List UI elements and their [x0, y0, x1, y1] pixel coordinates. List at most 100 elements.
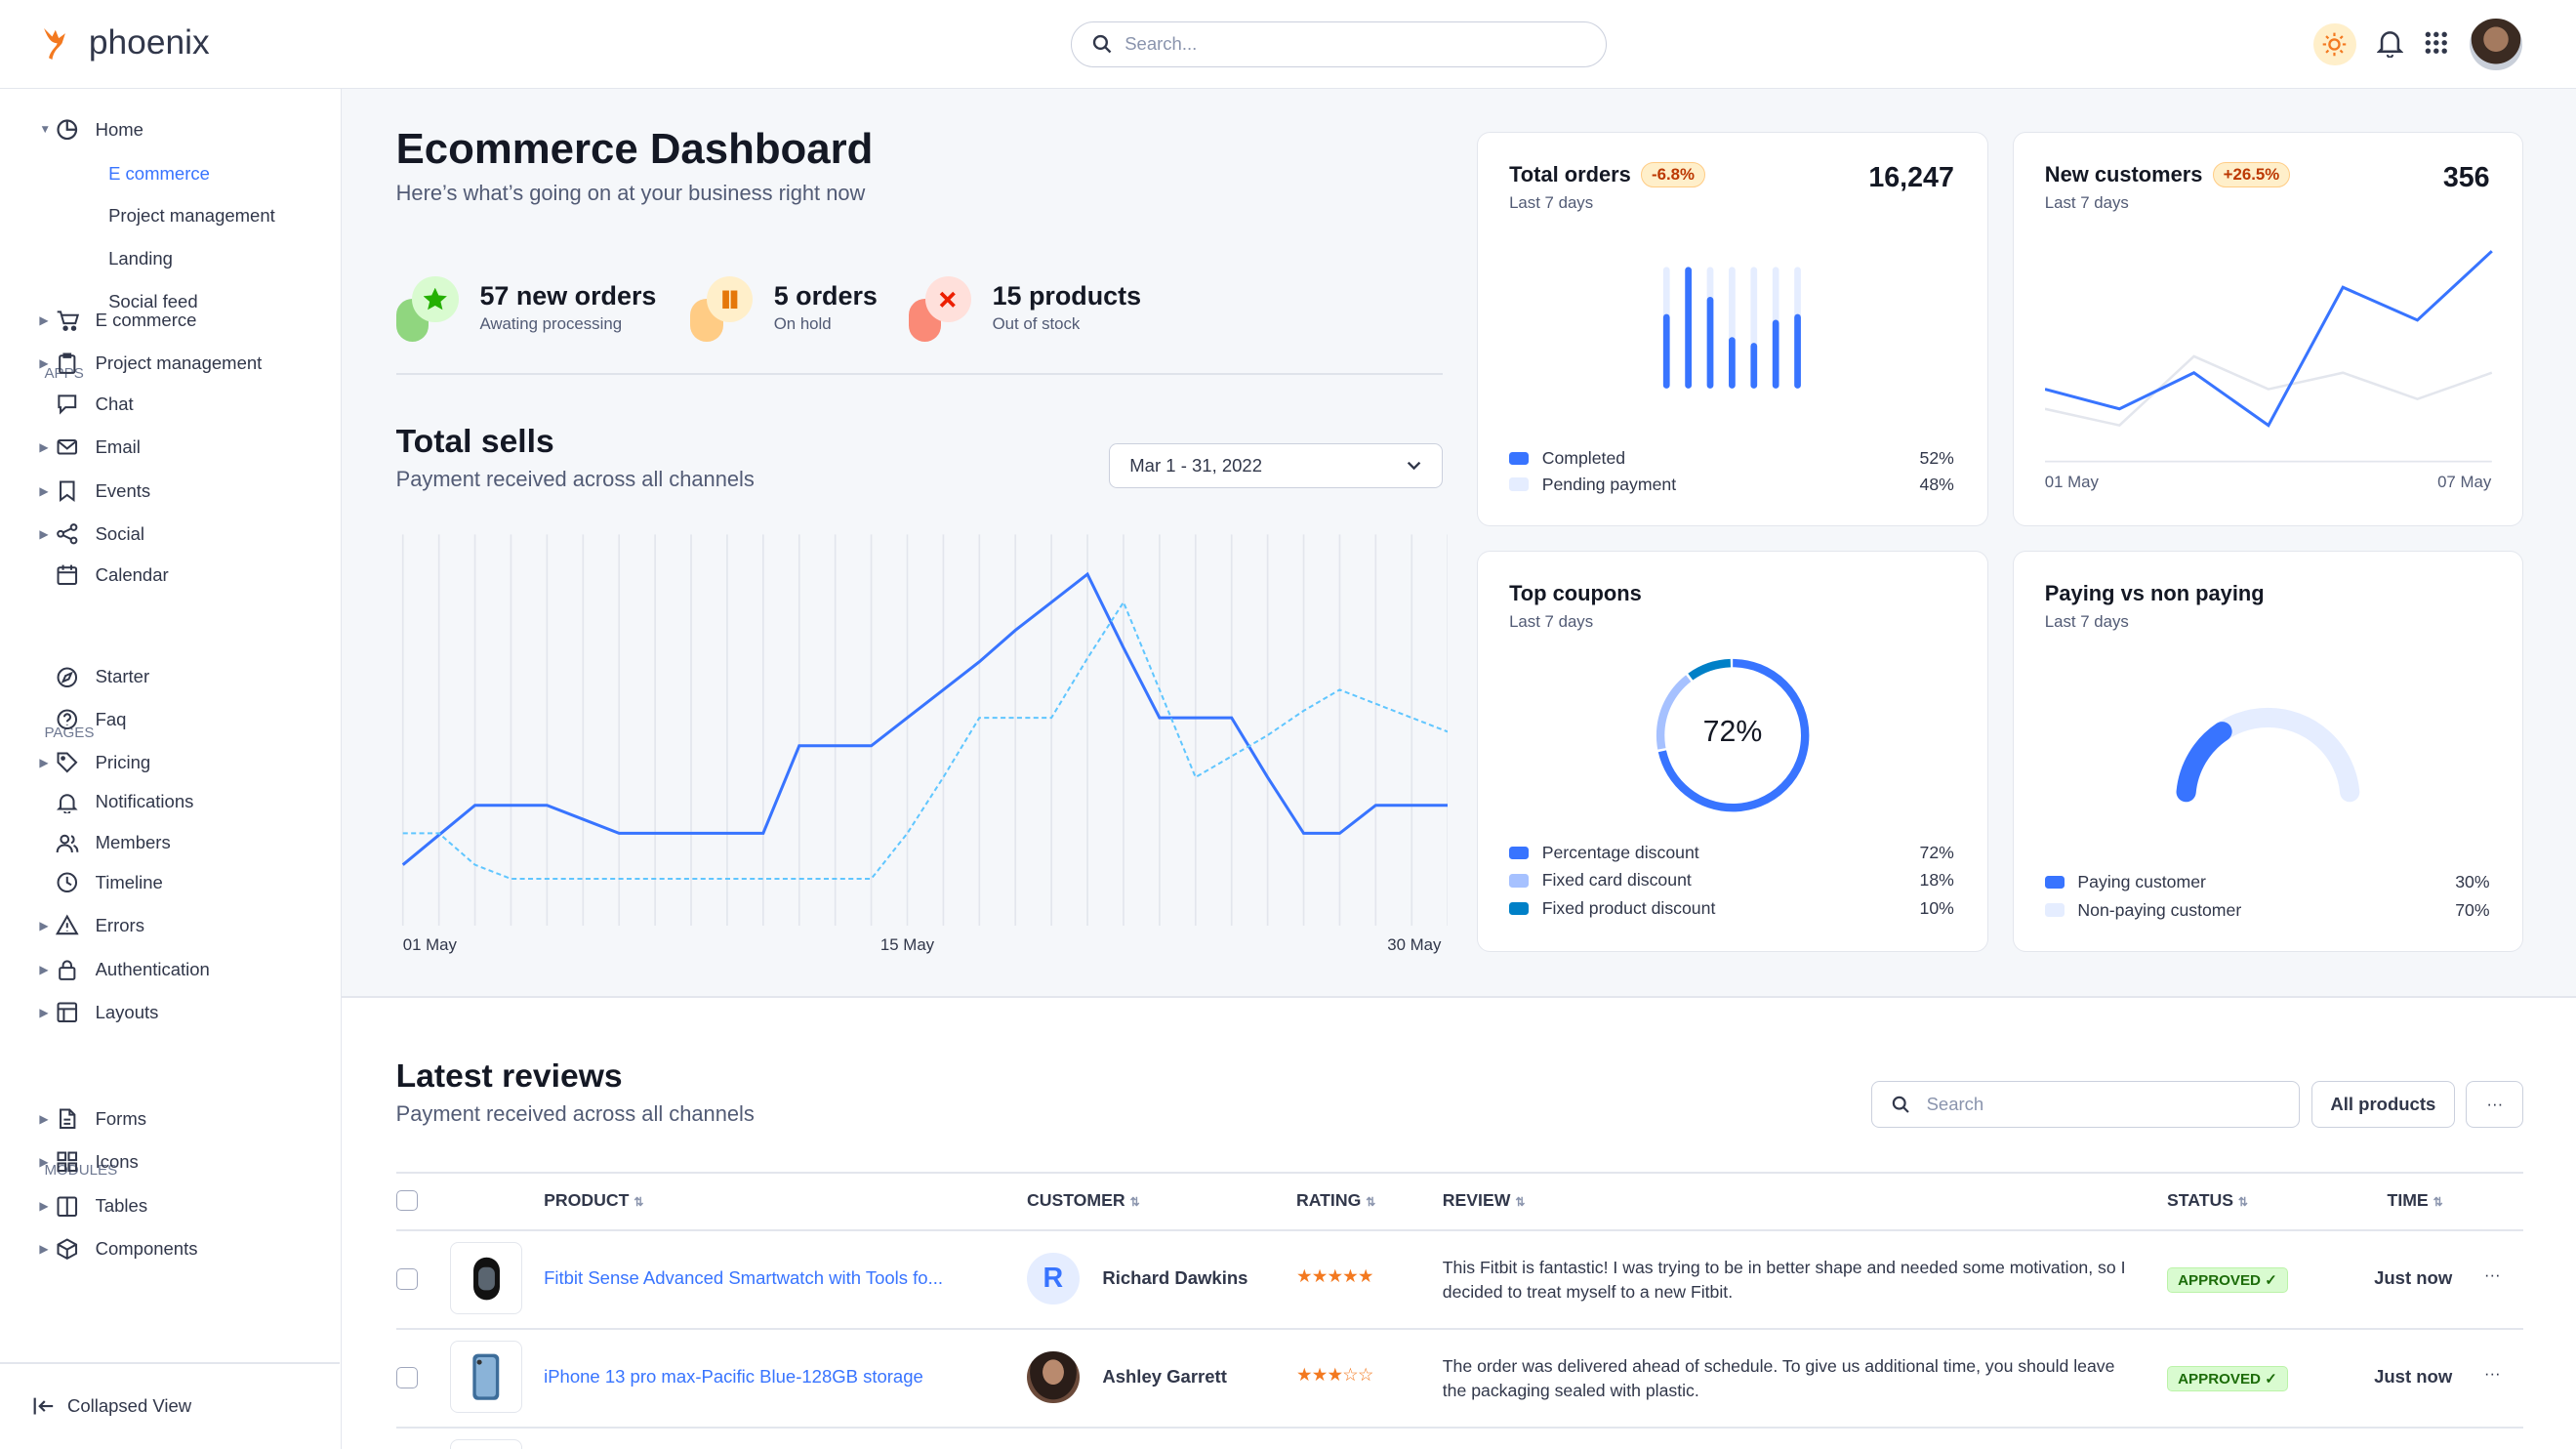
- paying-gauge-chart: [2176, 707, 2360, 803]
- collapse-sidebar-button[interactable]: Collapsed View: [33, 1394, 192, 1417]
- review-time: Just now: [2374, 1365, 2453, 1387]
- sidebar-item-social[interactable]: ▶ Social: [0, 518, 329, 551]
- customer-avatar[interactable]: R: [1026, 1252, 1080, 1305]
- column-header-rating[interactable]: RATING ⇅: [1296, 1190, 1375, 1211]
- more-options-button[interactable]: ···: [2466, 1081, 2524, 1128]
- sidebar-item-notifications[interactable]: Notifications: [0, 786, 329, 819]
- brand-name: phoenix: [88, 22, 210, 62]
- sidebar-item-starter[interactable]: Starter: [0, 661, 329, 694]
- card-title: Top coupons: [1509, 581, 1642, 606]
- theme-toggle-button[interactable]: [2312, 22, 2356, 66]
- column-label: STATUS: [2167, 1189, 2234, 1210]
- card-title: New customers: [2044, 161, 2203, 186]
- legend-label: Percentage discount: [1541, 842, 1699, 862]
- sort-icon: ⇅: [1366, 1195, 1376, 1209]
- status-label: APPROVED: [2178, 1272, 2261, 1290]
- sidebar-item-forms[interactable]: ▶ Forms: [0, 1102, 329, 1136]
- sort-icon: ⇅: [1129, 1195, 1140, 1209]
- collapse-label: Collapsed View: [66, 1394, 192, 1416]
- sidebar-item-home[interactable]: ▼ Home: [0, 113, 329, 146]
- sidebar-item-label: Pricing: [95, 751, 151, 772]
- customer-name[interactable]: Ashley Garrett: [1102, 1365, 1227, 1387]
- product-image[interactable]: [450, 1242, 523, 1315]
- sidebar-item-icons[interactable]: ▶ Icons: [0, 1145, 329, 1179]
- review-time: Just now: [2374, 1266, 2453, 1288]
- all-products-button[interactable]: All products: [2311, 1081, 2455, 1128]
- reviews-search-input[interactable]: Search: [1871, 1081, 2301, 1128]
- product-link[interactable]: iPhone 13 pro max-Pacific Blue-128GB sto…: [544, 1365, 923, 1387]
- grid-icon: [56, 1150, 79, 1174]
- customer-avatar[interactable]: [1026, 1350, 1080, 1404]
- sort-icon: ⇅: [2237, 1195, 2248, 1209]
- rating-stars: ★★★★★: [1295, 1264, 1374, 1286]
- sidebar-item-timeline[interactable]: Timeline: [0, 866, 329, 899]
- columns-icon: [56, 1195, 79, 1219]
- sidebar-item-email[interactable]: ▶ Email: [0, 431, 329, 464]
- share-icon: [56, 522, 79, 546]
- sidebar-item-label: Authentication: [95, 959, 210, 979]
- column-header-status[interactable]: STATUS ⇅: [2167, 1190, 2248, 1211]
- sidebar-item-project-management[interactable]: ▶ Project management: [0, 347, 329, 380]
- product-image[interactable]: [450, 1341, 523, 1414]
- sidebar-item-authentication[interactable]: ▶ Authentication: [0, 953, 329, 986]
- product-link[interactable]: Fitbit Sense Advanced Smartwatch with To…: [544, 1266, 944, 1288]
- customer-name[interactable]: Richard Dawkins: [1102, 1266, 1248, 1288]
- sidebar-subitem-project-management[interactable]: Project management: [108, 205, 275, 227]
- apps-grid-icon[interactable]: [2425, 31, 2448, 55]
- sidebar-item-label: Icons: [95, 1150, 139, 1172]
- select-all-checkbox[interactable]: [395, 1189, 418, 1212]
- sidebar-item-errors[interactable]: ▶ Errors: [0, 909, 329, 942]
- sidebar-item-pricing[interactable]: ▶ Pricing: [0, 746, 329, 779]
- total-sells-subtitle: Payment received across all channels: [395, 467, 755, 491]
- sidebar-item-label: Home: [95, 118, 143, 140]
- column-header-product[interactable]: PRODUCT ⇅: [544, 1190, 643, 1211]
- column-header-time[interactable]: TIME ⇅: [2388, 1190, 2443, 1211]
- new-customers-value: 356: [2442, 161, 2490, 193]
- product-image[interactable]: [450, 1439, 523, 1450]
- legend-swatch: [1509, 846, 1530, 859]
- calendar-icon: [56, 563, 79, 587]
- row-checkbox[interactable]: [395, 1268, 418, 1291]
- legend-swatch: [1509, 874, 1530, 888]
- donut-center-label: 72%: [1702, 716, 1763, 749]
- total-orders-value: 16,247: [1868, 161, 1954, 193]
- reviews-subtitle: Payment received across all channels: [395, 1100, 755, 1126]
- column-label: PRODUCT: [544, 1189, 630, 1210]
- sidebar-item-e-commerce[interactable]: ▶ E commerce: [0, 304, 329, 337]
- sidebar-item-label: Components: [95, 1238, 198, 1260]
- column-header-review[interactable]: REVIEW ⇅: [1443, 1190, 1525, 1211]
- sidebar-item-events[interactable]: ▶ Events: [0, 475, 329, 508]
- card-title: Total orders: [1509, 161, 1631, 186]
- sort-icon: ⇅: [1515, 1195, 1526, 1209]
- sidebar-subitem-ecommerce[interactable]: E commerce: [108, 162, 210, 184]
- bell-icon[interactable]: [2377, 29, 2404, 58]
- sidebar-item-label: Events: [95, 480, 151, 502]
- search-icon: [1893, 1096, 1909, 1113]
- sidebar-item-components[interactable]: ▶ Components: [0, 1232, 329, 1265]
- column-header-customer[interactable]: CUSTOMER ⇅: [1027, 1190, 1139, 1211]
- sidebar-subitem-landing[interactable]: Landing: [108, 248, 173, 269]
- sidebar-item-members[interactable]: Members: [0, 827, 329, 860]
- sidebar-item-layouts[interactable]: ▶ Layouts: [0, 996, 329, 1029]
- caret-right-icon: ▶: [39, 756, 49, 769]
- caret-right-icon: ▶: [39, 1200, 49, 1214]
- search-icon: [1092, 35, 1111, 54]
- sidebar-subitem-social-feed[interactable]: Social feed: [108, 290, 198, 311]
- sidebar-item-label: Tables: [95, 1195, 148, 1217]
- stat-0: 57 new orders Awating processing: [395, 272, 656, 345]
- sidebar-item-label: Errors: [95, 914, 144, 935]
- global-search-input[interactable]: Search...: [1071, 21, 1608, 67]
- sidebar-item-calendar[interactable]: Calendar: [0, 559, 329, 592]
- row-actions-button[interactable]: ···: [2483, 1264, 2501, 1284]
- brand-logo[interactable]: phoenix: [39, 22, 210, 62]
- search-placeholder: Search...: [1124, 33, 1198, 55]
- row-actions-button[interactable]: ···: [2483, 1363, 2501, 1383]
- stat-label: Out of stock: [992, 314, 1081, 334]
- caret-right-icon: ▶: [39, 1243, 49, 1257]
- user-avatar[interactable]: [2469, 18, 2522, 71]
- sidebar-item-faq[interactable]: Faq: [0, 703, 329, 736]
- row-checkbox[interactable]: [395, 1367, 418, 1389]
- sidebar-item-tables[interactable]: ▶ Tables: [0, 1190, 329, 1223]
- sidebar-item-chat[interactable]: Chat: [0, 388, 329, 421]
- date-range-select[interactable]: Mar 1 - 31, 2022: [1109, 443, 1443, 488]
